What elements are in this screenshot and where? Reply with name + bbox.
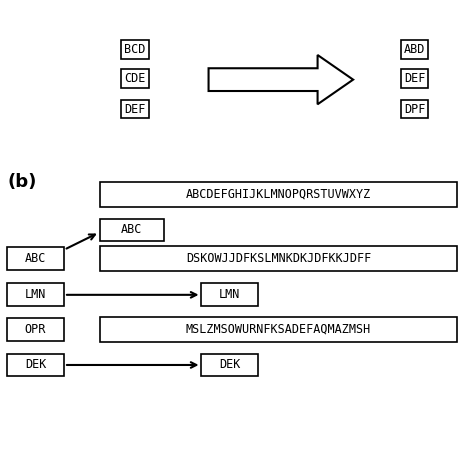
Text: LMN: LMN	[219, 288, 241, 301]
Bar	[201, 354, 258, 376]
Text: ABCDEFGHIJKLMNOPQRSTUVWXYZ: ABCDEFGHIJKLMNOPQRSTUVWXYZ	[186, 188, 371, 201]
Text: ABC: ABC	[121, 223, 142, 237]
Bar	[7, 318, 64, 341]
Text: DEK: DEK	[25, 358, 46, 372]
Text: DPF: DPF	[404, 102, 426, 116]
Bar	[100, 219, 164, 241]
Bar	[100, 182, 457, 207]
Bar	[7, 247, 64, 270]
Text: OPR: OPR	[25, 323, 46, 336]
Bar	[7, 283, 64, 306]
Text: ABD: ABD	[404, 43, 426, 56]
Polygon shape	[209, 55, 353, 104]
Text: CDE: CDE	[124, 72, 146, 85]
Bar	[201, 283, 258, 306]
Bar	[7, 354, 64, 376]
Text: DEK: DEK	[219, 358, 241, 372]
Text: DEF: DEF	[124, 102, 146, 116]
Text: MSLZMSOWURNFKSADEFAQMAZMSH: MSLZMSOWURNFKSADEFAQMAZMSH	[186, 323, 371, 336]
Text: ABC: ABC	[25, 252, 46, 265]
Bar	[100, 317, 457, 342]
Text: (b): (b)	[7, 173, 36, 191]
Text: DSKOWJJDFKSLMNKDKJDFKKJDFF: DSKOWJJDFKSLMNKDKJDFKKJDFF	[186, 252, 371, 265]
Bar	[100, 246, 457, 271]
Text: LMN: LMN	[25, 288, 46, 301]
Text: DEF: DEF	[404, 72, 426, 85]
Text: BCD: BCD	[124, 43, 146, 56]
